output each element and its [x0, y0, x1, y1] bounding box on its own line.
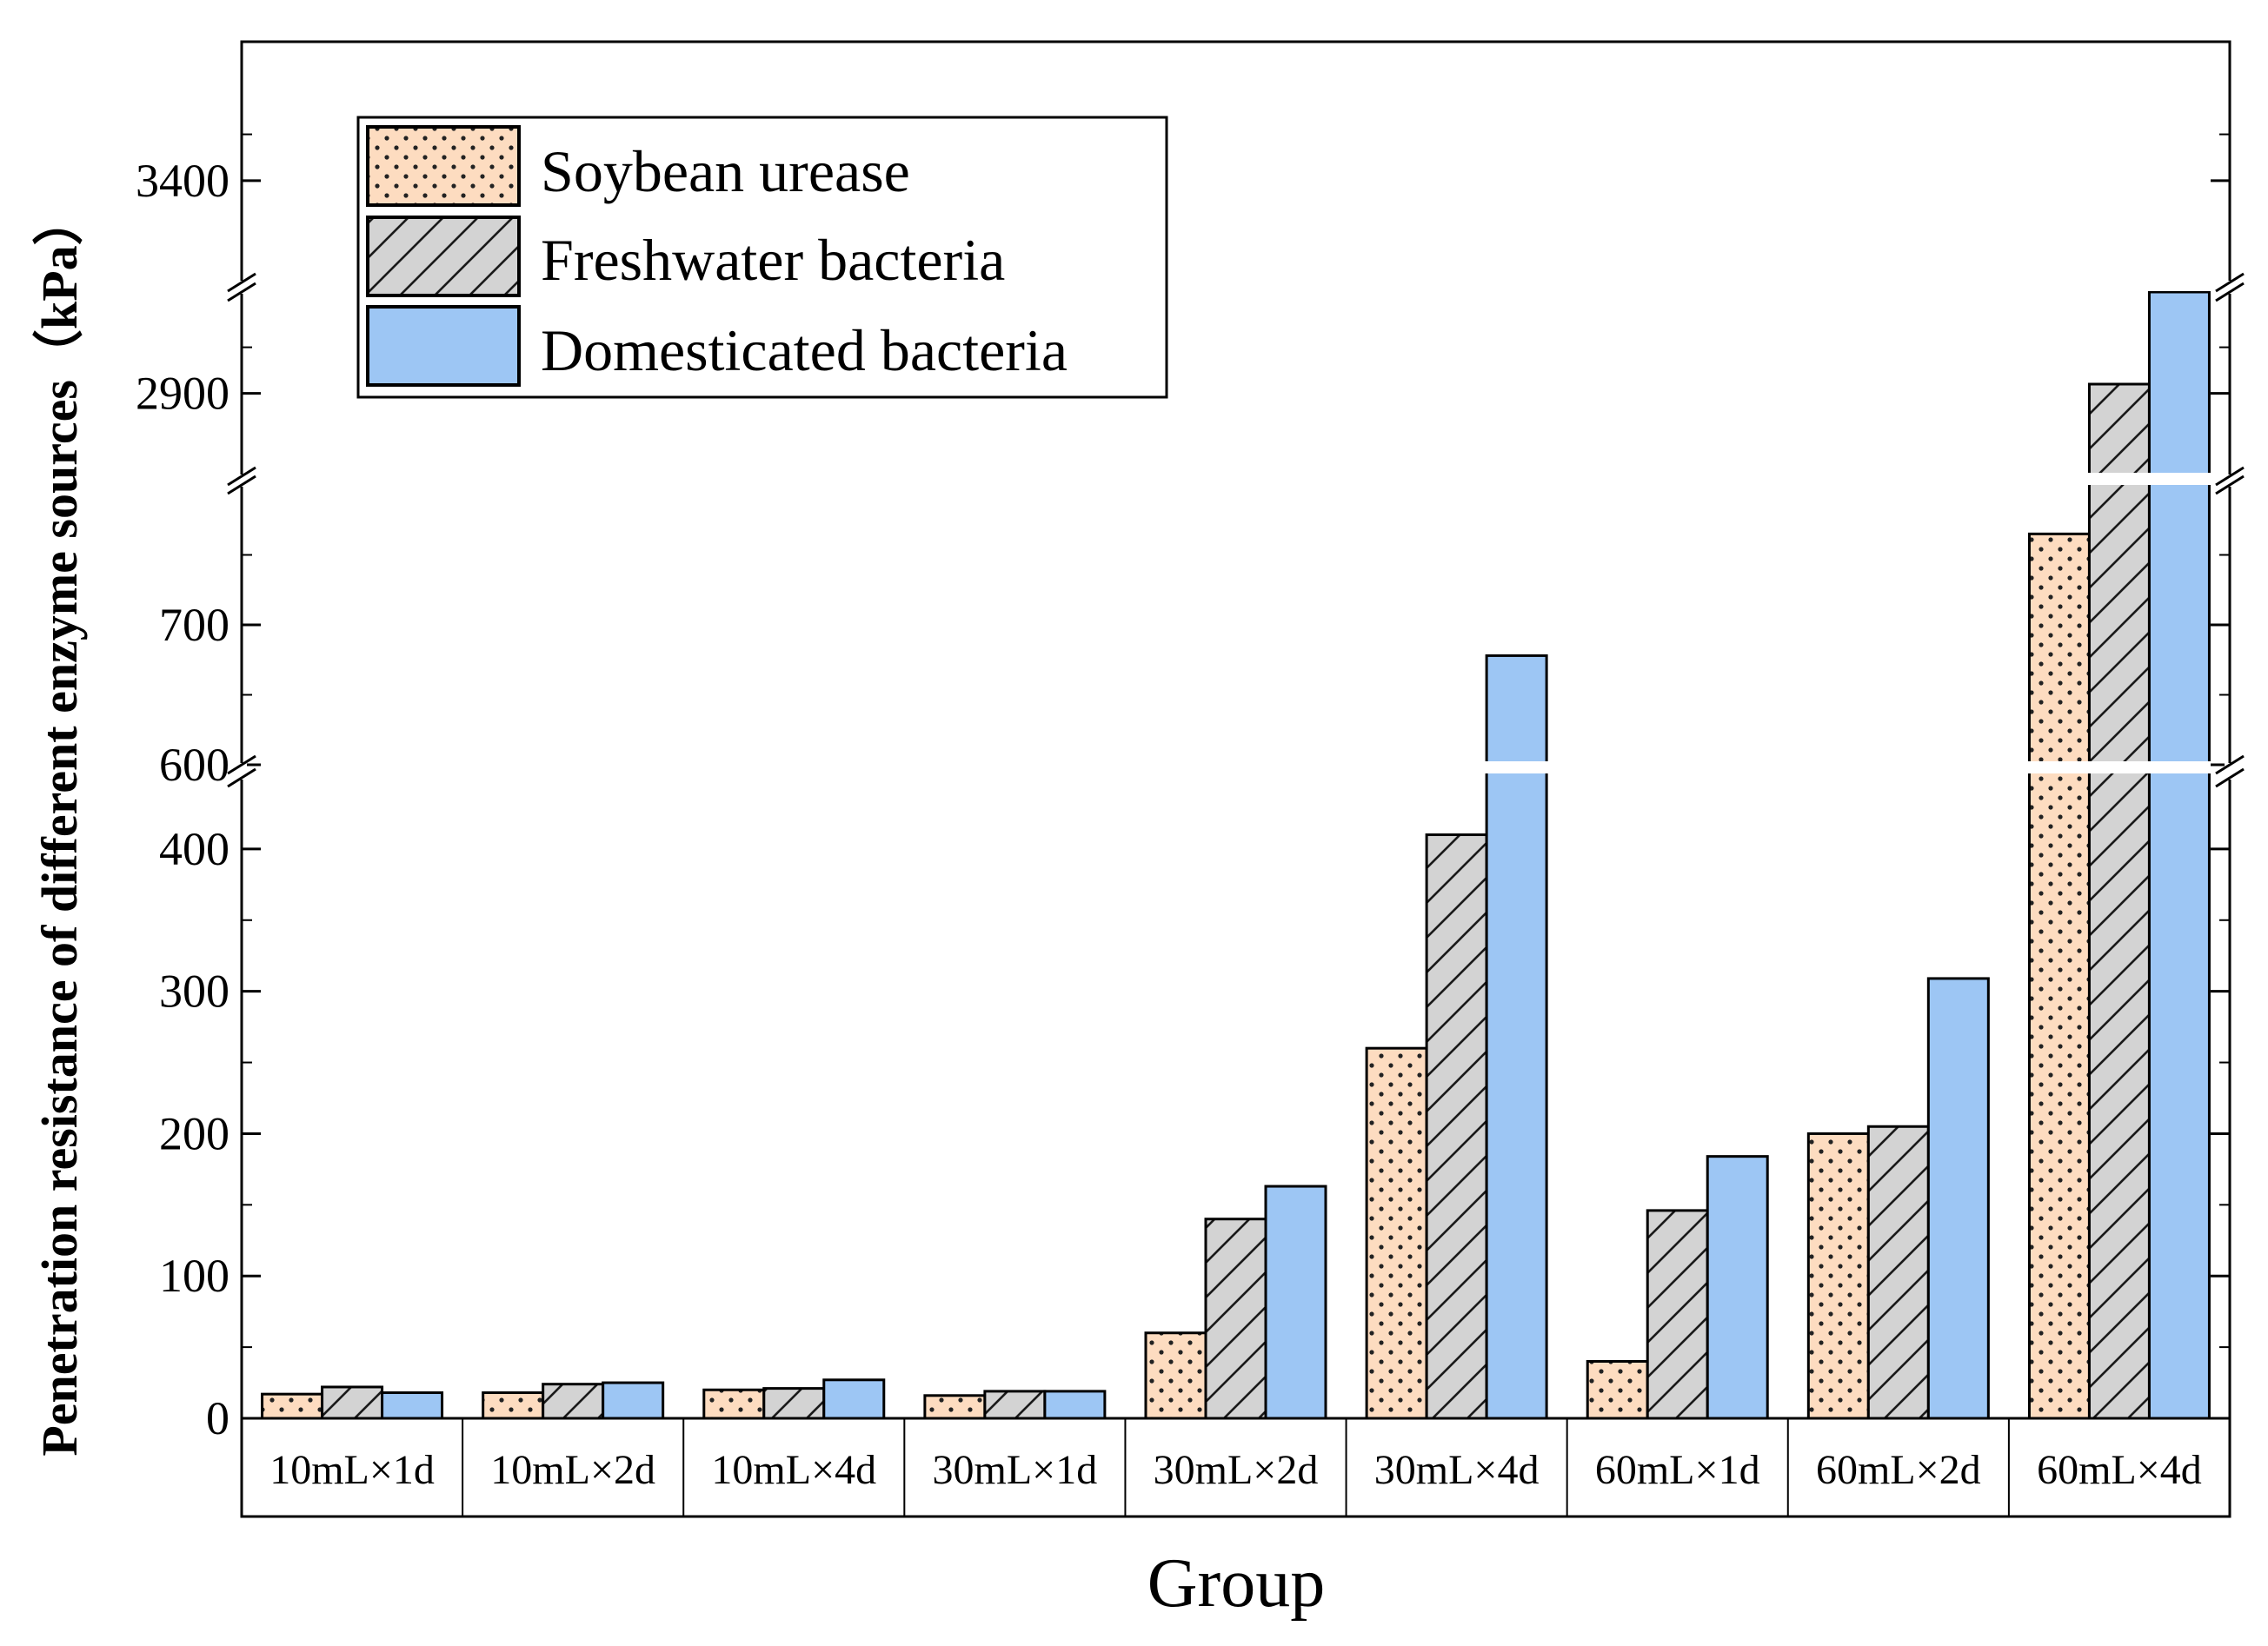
legend-swatch-freshwater-bacteria	[366, 216, 521, 297]
bars-layer	[261, 279, 2212, 1420]
bar-freshwater-bacteria-10mlx1d	[321, 1385, 384, 1420]
axis-break-mark	[227, 282, 256, 302]
axis-break-gap	[2146, 279, 2212, 291]
legend-label-domesticated-bacteria: Domesticated bacteria	[541, 317, 1067, 383]
axis-break-mark	[227, 767, 256, 788]
bar-domesticated-bacteria-30mlx2d	[1264, 1185, 1327, 1420]
bar-freshwater-bacteria-30mlx1d	[983, 1390, 1047, 1420]
bar-soybean-urease-30mlx4d	[1365, 1046, 1428, 1420]
y-tick-label-200: 200	[159, 1107, 229, 1159]
axis-break-mark	[2215, 475, 2245, 495]
x-tick-label-10mlx4d: 10mL×4d	[711, 1447, 876, 1493]
bar-soybean-urease-60mlx4d	[2027, 532, 2091, 1420]
axis-break-mark	[2215, 767, 2245, 788]
axis-break-mark	[2215, 282, 2245, 302]
axis-break-mark	[2215, 466, 2245, 487]
axis-break-gap	[2086, 761, 2152, 773]
bar-soybean-urease-30mlx1d	[923, 1394, 987, 1420]
legend-swatch-soybean-urease	[366, 125, 521, 207]
bar-freshwater-bacteria-60mlx4d	[2087, 382, 2151, 1420]
bar-freshwater-bacteria-60mlx1d	[1646, 1209, 1709, 1420]
axes-layer: 10mL×1d 10mL×2d 10mL×4d 30mL×1d 30mL×2d 30mL×…	[136, 133, 2245, 1517]
x-tick-label-30mlx2d: 30mL×2d	[1154, 1447, 1319, 1493]
y-tick-label-100: 100	[159, 1250, 229, 1302]
axis-break-mark	[227, 754, 256, 775]
y-tick-label-0: 0	[206, 1392, 229, 1444]
legend-swatch-domesticated-bacteria	[366, 305, 521, 387]
x-tick-label-60mlx1d: 60mL×1d	[1595, 1447, 1760, 1493]
bar-soybean-urease-10mlx1d	[261, 1392, 324, 1420]
bar-freshwater-bacteria-60mlx2d	[1866, 1125, 1930, 1420]
x-tick-label-30mlx4d: 30mL×4d	[1374, 1447, 1540, 1493]
bar-domesticated-bacteria-60mlx4d	[2147, 290, 2211, 1420]
bar-domesticated-bacteria-60mlx2d	[1926, 977, 1990, 1420]
y-tick-label-600: 600	[159, 739, 229, 791]
axis-break-mark	[227, 466, 256, 487]
axis-break-gap	[2146, 761, 2212, 773]
y-tick-label-400: 400	[159, 823, 229, 875]
bar-soybean-urease-10mlx2d	[482, 1391, 545, 1420]
x-tick-label-10mlx2d: 10mL×2d	[490, 1447, 655, 1493]
bar-freshwater-bacteria-30mlx4d	[1425, 833, 1488, 1420]
bar-freshwater-bacteria-30mlx2d	[1204, 1218, 1267, 1420]
x-axis-title: Group	[1147, 1545, 1325, 1622]
axis-break-gap	[2146, 473, 2212, 485]
x-tick-label-60mlx2d: 60mL×2d	[1816, 1447, 1981, 1493]
axis-break-mark	[2215, 754, 2245, 775]
y-tick-label-3400: 3400	[136, 155, 229, 207]
bar-domesticated-bacteria-60mlx1d	[1706, 1155, 1769, 1420]
axis-break-gap	[2086, 473, 2152, 485]
y-tick-label-2900: 2900	[136, 368, 229, 420]
y-tick-label-700: 700	[159, 599, 229, 651]
axis-break-gap	[1484, 761, 1550, 773]
bar-domesticated-bacteria-10mlx1d	[381, 1391, 444, 1420]
bar-soybean-urease-30mlx2d	[1144, 1331, 1207, 1420]
legend-label-freshwater-bacteria: Freshwater bacteria	[541, 227, 1005, 293]
x-tick-label-30mlx1d: 30mL×1d	[933, 1447, 1098, 1493]
y-axis-title: Penetration resistance of different enzy…	[31, 195, 88, 1456]
bar-soybean-urease-60mlx2d	[1806, 1132, 1870, 1420]
bar-soybean-urease-60mlx1d	[1586, 1359, 1649, 1420]
x-tick-label-60mlx4d: 60mL×4d	[2037, 1447, 2202, 1493]
bar-soybean-urease-10mlx4d	[702, 1388, 766, 1420]
bar-domesticated-bacteria-10mlx4d	[822, 1378, 886, 1420]
bar-freshwater-bacteria-10mlx4d	[762, 1387, 826, 1420]
bar-domesticated-bacteria-30mlx1d	[1043, 1390, 1107, 1420]
legend: Soybean urease Freshwater bacteria Domes…	[356, 116, 1168, 399]
y-tick-label-300: 300	[159, 966, 229, 1018]
axis-break-gap	[2026, 761, 2092, 773]
legend-label-soybean-urease: Soybean urease	[541, 138, 910, 204]
x-tick-label-10mlx1d: 10mL×1d	[269, 1447, 435, 1493]
bar-freshwater-bacteria-10mlx2d	[542, 1383, 605, 1420]
bar-domesticated-bacteria-30mlx4d	[1485, 654, 1548, 1420]
axis-break-mark	[2215, 272, 2245, 293]
bar-domesticated-bacteria-10mlx2d	[602, 1381, 665, 1420]
axis-break-mark	[227, 272, 256, 293]
axis-break-mark	[227, 475, 256, 495]
